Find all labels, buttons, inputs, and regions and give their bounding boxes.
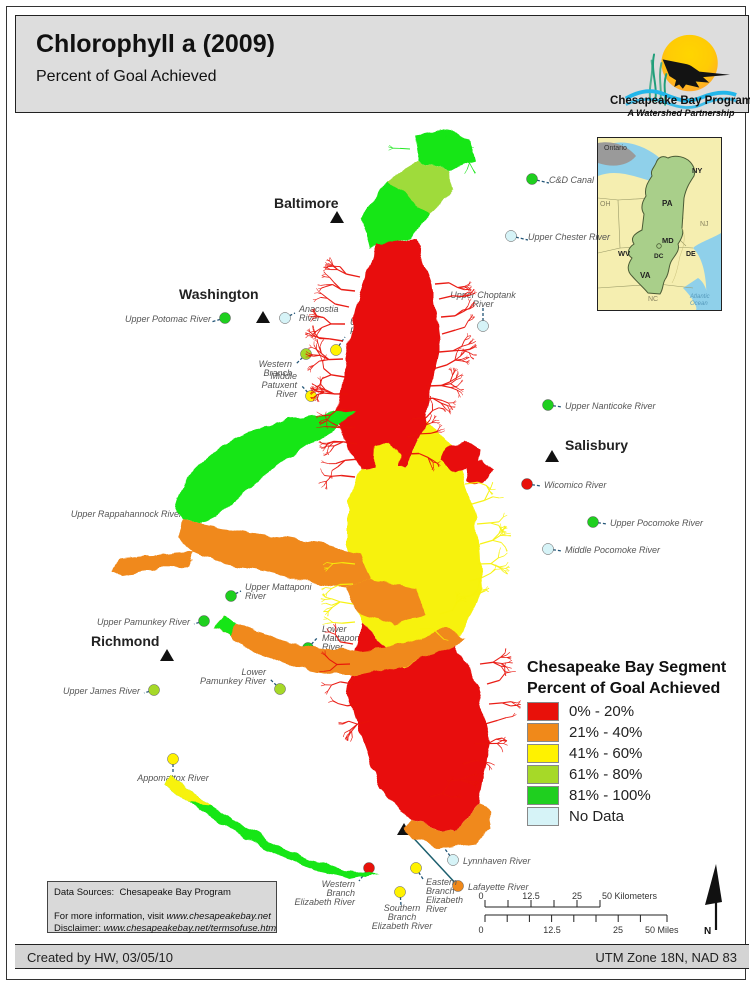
- svg-text:Middle Pocomoke River: Middle Pocomoke River: [565, 545, 661, 555]
- svg-text:50 Miles: 50 Miles: [645, 925, 679, 935]
- svg-text:N: N: [704, 926, 711, 937]
- svg-text:Salisbury: Salisbury: [565, 437, 628, 453]
- svg-text:Upper Pocomoke River: Upper Pocomoke River: [610, 518, 704, 528]
- svg-text:12.5: 12.5: [543, 925, 561, 935]
- svg-text:0: 0: [478, 925, 483, 935]
- svg-text:Upper Nanticoke River: Upper Nanticoke River: [565, 401, 657, 411]
- svg-text:12.5: 12.5: [522, 891, 540, 901]
- svg-text:Upper Rappahannock River: Upper Rappahannock River: [71, 509, 183, 519]
- svg-text:25: 25: [613, 925, 623, 935]
- svg-text:Wicomico River: Wicomico River: [544, 480, 607, 490]
- svg-text:Richmond: Richmond: [91, 633, 159, 649]
- svg-text:0: 0: [478, 891, 483, 901]
- svg-text:Upper James River: Upper James River: [63, 686, 141, 696]
- svg-text:Upper Pamunkey River: Upper Pamunkey River: [97, 617, 191, 627]
- svg-text:50 Kilometers: 50 Kilometers: [602, 891, 658, 901]
- svg-text:Upper Chester River: Upper Chester River: [528, 232, 611, 242]
- svg-text:25: 25: [572, 891, 582, 901]
- svg-text:C&D Canal: C&D Canal: [549, 175, 595, 185]
- svg-text:Baltimore: Baltimore: [274, 195, 339, 211]
- svg-text:Washington: Washington: [179, 286, 259, 302]
- svg-text:Upper Potomac River: Upper Potomac River: [125, 314, 212, 324]
